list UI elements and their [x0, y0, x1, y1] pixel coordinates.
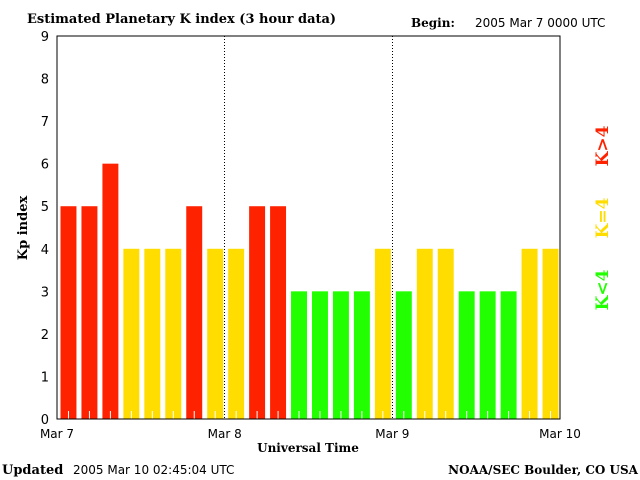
- kp-bar: [60, 206, 77, 419]
- kp-bar: [249, 206, 266, 419]
- kp-bar: [395, 291, 412, 419]
- kp-bar: [270, 206, 287, 419]
- kp-bar: [312, 291, 328, 419]
- begin-label: Begin:: [411, 16, 455, 30]
- kp-bar: [458, 291, 475, 419]
- kp-bar: [81, 206, 98, 419]
- y-tick-label: 9: [41, 30, 49, 45]
- chart-title: Estimated Planetary K index (3 hour data…: [27, 12, 336, 27]
- y-tick-label: 3: [41, 285, 49, 300]
- legend-entry: K<4: [593, 269, 613, 310]
- kp-bar: [144, 248, 161, 419]
- kp-bar: [353, 291, 370, 419]
- kp-bar: [374, 248, 391, 419]
- y-tick-label: 0: [41, 413, 49, 428]
- y-tick-label: 1: [41, 370, 49, 385]
- y-tick-label: 5: [41, 200, 49, 215]
- kp-bar: [437, 248, 454, 419]
- x-tick-label: Mar 7: [40, 427, 74, 441]
- kp-bar: [291, 291, 307, 419]
- y-tick-label: 4: [41, 243, 49, 258]
- y-tick-label: 8: [41, 73, 49, 88]
- kp-bar: [165, 248, 182, 419]
- kp-bar: [416, 248, 433, 419]
- legend-entry: K>4: [593, 125, 613, 166]
- y-tick-label: 6: [41, 158, 49, 173]
- kp-bar: [123, 248, 140, 419]
- x-axis-label: Universal Time: [257, 441, 359, 455]
- kp-bar: [521, 248, 538, 419]
- kp-bar: [332, 291, 349, 419]
- kp-bar: [228, 248, 245, 419]
- kp-bar: [186, 206, 203, 419]
- y-tick-label: 2: [41, 328, 49, 343]
- kp-bar: [479, 291, 496, 419]
- x-tick-label: Mar 10: [539, 427, 581, 441]
- kp-bar: [500, 291, 517, 419]
- begin-value: 2005 Mar 7 0000 UTC: [475, 16, 605, 30]
- x-tick-label: Mar 8: [208, 427, 242, 441]
- plot-frame: [56, 35, 561, 420]
- y-axis-label: Kp index: [16, 196, 31, 261]
- y-tick-label: 7: [41, 115, 49, 130]
- kp-bar: [102, 163, 119, 419]
- source-credit: NOAA/SEC Boulder, CO USA: [448, 463, 639, 477]
- legend-entry: K=4: [593, 197, 613, 238]
- updated-label: Updated: [2, 463, 63, 478]
- kp-bar: [542, 248, 559, 419]
- x-tick-label: Mar 9: [375, 427, 409, 441]
- kp-bar: [207, 248, 224, 419]
- updated-value: 2005 Mar 10 02:45:04 UTC: [73, 463, 234, 477]
